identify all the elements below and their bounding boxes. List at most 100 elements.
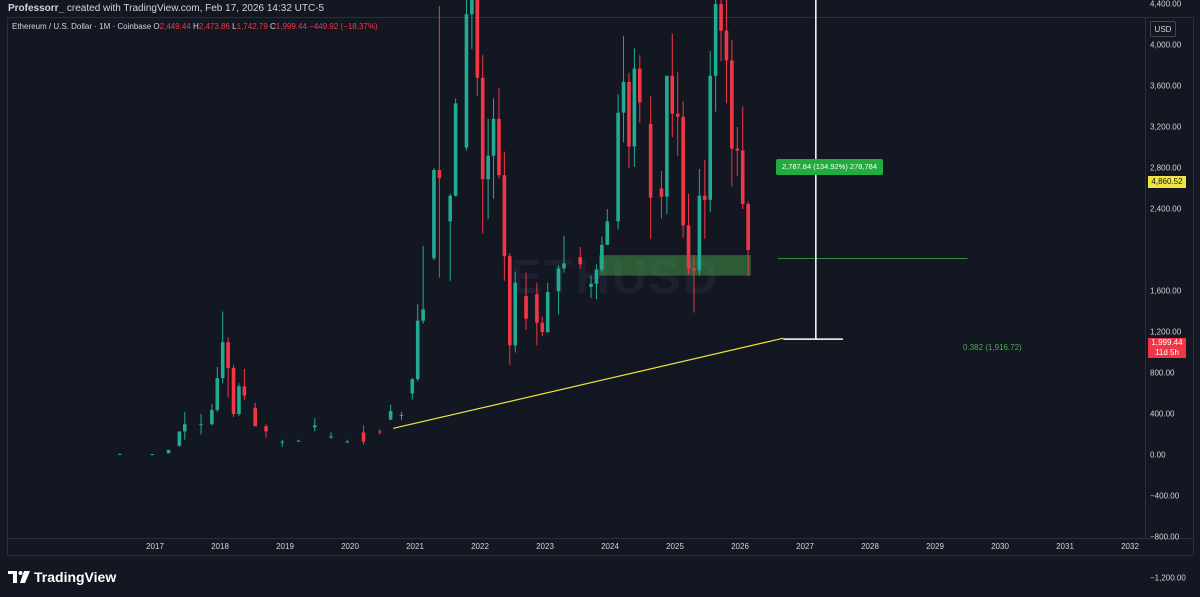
chart-header: Professorr_ created with TradingView.com… [0, 0, 1200, 17]
candle-body [410, 379, 415, 394]
candle-body [713, 4, 718, 76]
price-axis-label: 1,600.00 [1150, 286, 1182, 296]
support-zone [599, 255, 751, 276]
tradingview-logo-icon [8, 571, 30, 583]
time-axis-label: 2019 [276, 542, 294, 551]
candle-body [253, 407, 258, 427]
time-axis-label: 2026 [731, 542, 749, 551]
candle-body [415, 320, 420, 380]
candle-body [199, 424, 203, 426]
candle-body [513, 282, 518, 346]
candle-body [632, 68, 637, 147]
candle-body [594, 269, 599, 284]
candle-body [361, 432, 366, 442]
candle-body [540, 322, 545, 332]
candle-body [648, 123, 653, 198]
candle-body [730, 60, 734, 149]
symbol-watermark: ETHUSD [510, 251, 720, 304]
time-axis-label: 2025 [666, 542, 684, 551]
price-axis-label: −800.00 [1150, 532, 1180, 542]
candle-body [724, 30, 729, 61]
candle-body [296, 440, 301, 442]
candle-body [399, 415, 404, 417]
candle-body [345, 441, 350, 443]
candle-body [697, 195, 702, 271]
candle-body [329, 436, 333, 438]
fib-level-label: 0.382 (1,916.72) [963, 343, 1022, 352]
candle-body [605, 221, 610, 245]
candle-body [210, 409, 214, 425]
time-axis-label: 2029 [926, 542, 944, 551]
candle-body [702, 195, 707, 200]
candle-body [437, 170, 442, 179]
candle-body [719, 4, 723, 31]
change-value: −449.92 (−18.37%) [309, 22, 378, 31]
time-axis-label: 2028 [861, 542, 879, 551]
last-price-tag: 1,999.44 11d 5h [1148, 338, 1186, 358]
candle-body [735, 148, 740, 151]
candle-body [621, 81, 626, 113]
price-axis-label: 4,000.00 [1150, 40, 1182, 50]
candle-body [464, 14, 469, 148]
candle-body [535, 294, 539, 323]
candle-body [545, 292, 550, 332]
chart-frame[interactable] [7, 17, 1194, 556]
header-text: created with TradingView.com, Feb 17, 20… [64, 3, 325, 14]
price-axis-label: 4,400.00 [1150, 0, 1182, 9]
candle-body [507, 256, 512, 346]
candle-body [740, 150, 745, 204]
candle-body [215, 378, 220, 410]
open-value: 2,449.44 [159, 22, 191, 31]
currency-selector[interactable]: USD [1150, 21, 1176, 37]
time-axis-label: 2017 [146, 542, 164, 551]
candle-body [665, 75, 669, 197]
low-label: L [232, 22, 237, 31]
price-axis-label: 800.00 [1150, 368, 1175, 378]
price-axis-label: 3,600.00 [1150, 81, 1182, 91]
price-axis-label: 1,200.00 [1150, 327, 1182, 337]
candle-body [562, 263, 566, 269]
price-axis-label: 2,400.00 [1150, 204, 1182, 214]
candle-body [377, 431, 382, 433]
candle-body [264, 426, 268, 432]
candle-body [117, 453, 122, 455]
candle-body [524, 296, 528, 319]
symbol-legend: Ethereum / U.S. Dollar · 1M · Coinbase O… [12, 22, 378, 31]
price-range-measure-label[interactable]: 2,787.84 (134.92%) 278,784 [776, 159, 883, 175]
resistance-price-tag: 4,860.52 [1148, 176, 1186, 188]
price-axis-label: 400.00 [1150, 409, 1175, 419]
candle-body [231, 367, 236, 414]
time-axis-label: 2018 [211, 542, 229, 551]
candle-body [502, 175, 507, 257]
time-axis-label: 2031 [1056, 542, 1074, 551]
candle-body [475, 0, 480, 78]
candle-body [480, 77, 485, 180]
open-label: O [153, 22, 160, 31]
last-price: 1,999.44 [1151, 338, 1183, 347]
candle-body [686, 225, 691, 269]
time-axis-label: 2024 [601, 542, 619, 551]
price-axis-label: 0.00 [1150, 450, 1166, 460]
time-axis-label: 2030 [991, 542, 1009, 551]
price-axis-divider [1145, 17, 1146, 538]
candle-body [280, 441, 285, 443]
candle-body [177, 431, 182, 446]
symbol-title[interactable]: Ethereum / U.S. Dollar · 1M · Coinbase [12, 22, 152, 31]
time-axis-label: 2032 [1121, 542, 1139, 551]
candle-body [681, 116, 685, 226]
candle-body [432, 170, 436, 259]
candle-body [556, 268, 561, 291]
candle-body [220, 342, 225, 379]
candle-body [578, 257, 583, 265]
candle-body [675, 113, 680, 117]
candle-body [627, 81, 631, 147]
low-value: 1,742.79 [236, 22, 268, 31]
candle-body [421, 309, 425, 321]
price-axis-label: 3,200.00 [1150, 122, 1182, 132]
candle-body [746, 203, 750, 251]
time-axis-label: 2022 [471, 542, 489, 551]
candle-body [182, 424, 187, 432]
candle-body [388, 410, 393, 420]
candle-body [448, 195, 453, 222]
